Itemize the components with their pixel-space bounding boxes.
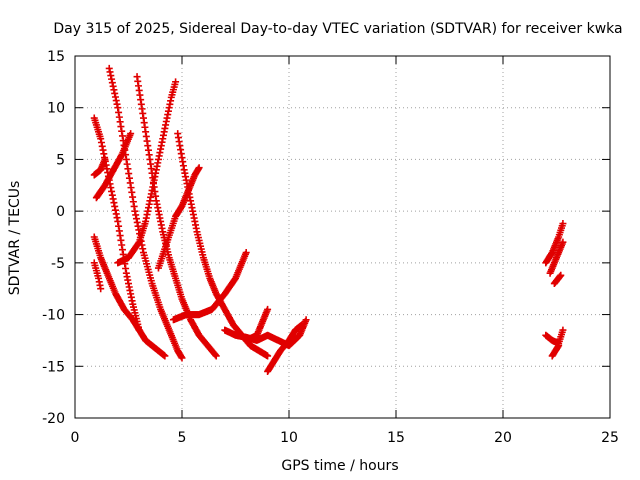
- grid: [75, 56, 610, 418]
- data-point: [557, 271, 565, 279]
- data-point: [242, 249, 250, 257]
- data-point: [298, 321, 306, 329]
- data-point: [172, 78, 180, 86]
- series-arc-6: [92, 130, 135, 202]
- y-tick-label: 10: [47, 101, 65, 117]
- data-point: [161, 352, 169, 360]
- series-arc-19: [548, 342, 563, 360]
- data-point: [135, 326, 143, 334]
- y-tick-label: 0: [56, 204, 65, 220]
- series-arc-9: [169, 249, 250, 324]
- data-point: [302, 316, 310, 324]
- x-tick-label: 20: [494, 430, 512, 446]
- series-arc-12: [264, 321, 306, 375]
- series-arc-14: [90, 155, 109, 179]
- x-axis-label: GPS time / hours: [281, 458, 398, 474]
- y-tick-label: -15: [42, 359, 65, 375]
- data-point: [559, 326, 567, 334]
- x-tick-label: 0: [71, 430, 80, 446]
- y-axis-label: SDTVAR / TECUs: [7, 181, 23, 296]
- series-arc-16: [546, 238, 567, 277]
- data-points: [90, 64, 567, 375]
- series-arc-18: [542, 326, 567, 348]
- axis-ticks: 0 5 10 15 20 25 -20 -15 -10 -5 0 5 10 15: [42, 49, 619, 446]
- plot-frame: [74, 55, 611, 419]
- data-point: [264, 305, 272, 313]
- data-point: [97, 285, 105, 293]
- series-arc-7: [114, 78, 180, 267]
- x-tick-label: 5: [178, 430, 187, 446]
- data-point: [555, 342, 563, 350]
- series-arc-5: [174, 130, 272, 360]
- data-point: [195, 164, 203, 172]
- data-point: [559, 220, 567, 228]
- y-tick-label: 5: [56, 152, 65, 168]
- data-point: [101, 155, 109, 163]
- y-tick-label: -20: [42, 411, 65, 427]
- series-arc-17: [550, 271, 565, 288]
- data-point: [127, 130, 135, 138]
- data-point: [178, 354, 186, 362]
- x-tick-label: 15: [387, 430, 405, 446]
- x-tick-label: 25: [601, 430, 619, 446]
- series-arc-15: [542, 220, 567, 267]
- y-tick-label: -10: [42, 308, 65, 324]
- y-tick-label: 15: [47, 49, 65, 65]
- series-arc-13: [90, 259, 105, 293]
- y-tick-label: -5: [51, 256, 65, 272]
- data-point: [212, 352, 220, 360]
- data-point: [264, 352, 272, 360]
- data-point: [559, 238, 567, 246]
- x-tick-label: 10: [280, 430, 298, 446]
- chart-title: Day 315 of 2025, Sidereal Day-to-day VTE…: [53, 21, 622, 37]
- series-arc-11: [242, 305, 272, 344]
- series-arc-8: [154, 164, 203, 272]
